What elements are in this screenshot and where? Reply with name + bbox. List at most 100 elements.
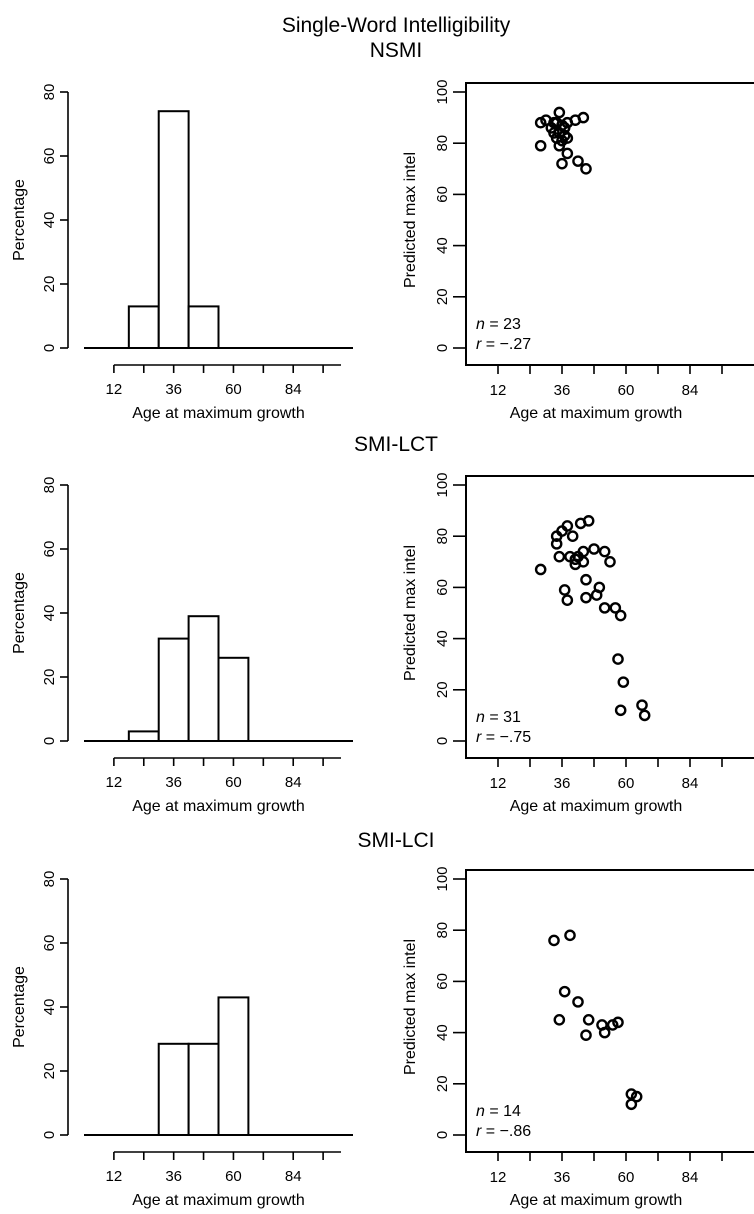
y-tick-label: 80 [434,528,451,545]
y-tick-label: 80 [41,84,58,101]
r-value: = −.27 [481,336,531,353]
scatter-smi-lct: 0 20 40 60 80 100 Predicted max intel 12 36 60 84 A… [402,472,754,815]
x-tick-label: 60 [618,1169,635,1186]
y-tick-label: 40 [434,237,451,254]
scatter-point [582,515,595,527]
y-tick-label: 40 [434,630,451,647]
histogram-smi-lct: 0 20 40 60 80 Percentage 12 36 60 84 Age at maximu… [11,477,353,815]
scatter-point [561,147,574,160]
y-axis-label: Predicted max intel [402,545,419,681]
scatter-point [534,563,547,576]
group-label-smi-lci: SMI-LCI [357,829,434,852]
r-symbol: r [476,729,482,746]
x-axis-label: Age at maximum growth [510,1192,683,1209]
x-tick-label: 60 [618,775,635,792]
y-axis-label: Percentage [11,966,28,1048]
x-tick-label: 36 [165,381,182,398]
scatter-point [577,545,590,558]
scatter-point [598,602,611,614]
y-tick-label: 0 [41,1131,58,1139]
x-tick-label: 36 [554,1169,571,1186]
scatter-point [612,653,624,665]
histogram-bar [187,615,220,743]
x-tick-label: 84 [285,1168,302,1185]
figure-title: Single-Word Intelligibility [282,14,511,37]
histogram-bar [157,1042,190,1137]
y-tick-label: 60 [434,973,451,990]
scatter-point [604,556,616,568]
histogram-bar [127,730,160,743]
y-axis-label: Predicted max intel [402,939,419,1075]
y-tick-label: 0 [41,737,58,745]
histogram-bar [157,637,190,742]
scatter-point [556,157,568,170]
y-tick-label: 80 [434,922,451,939]
panels: 0 20 40 60 80 Percentage 12 36 60 84 Age at maximu… [11,79,754,1209]
n-value: = 14 [485,1103,521,1120]
scatter-point [534,139,547,152]
scatter-point [561,520,574,532]
scatter-point [558,985,571,998]
x-tick-label: 36 [165,774,182,791]
y-tick-label: 20 [41,276,58,293]
scatter-point [558,584,571,596]
y-tick-label: 100 [434,866,451,891]
n-symbol: n [476,1103,485,1120]
group-label-smi-lct: SMI-LCT [354,433,438,456]
scatter-point [550,538,563,550]
histogram-nsmi: 0 20 40 60 80 Percentage 12 36 60 84 Age at maximu… [11,84,353,422]
n-annotation: n = 23 [476,316,521,333]
x-tick-label: 36 [165,1168,182,1185]
y-tick-label: 0 [434,344,451,352]
r-value: = −.86 [481,1123,531,1140]
r-annotation: r = −.86 [476,1123,531,1140]
y-tick-label: 20 [41,669,58,686]
y-tick-label: 80 [434,135,451,152]
y-tick-label: 0 [41,344,58,352]
scatter-point [598,1026,611,1039]
y-tick-label: 40 [41,605,58,622]
y-tick-label: 100 [434,472,451,497]
histogram-bar [157,110,190,349]
scatter-point [561,594,574,607]
x-tick-label: 12 [106,1168,123,1185]
scatter-point [614,704,627,717]
scatter-point [553,550,566,563]
x-tick-label: 12 [106,774,123,791]
y-tick-label: 60 [434,186,451,203]
scatter-point [617,676,630,688]
x-tick-label: 60 [225,381,242,398]
r-symbol: r [476,336,482,353]
y-tick-label: 20 [434,288,451,305]
y-tick-label: 60 [41,935,58,952]
scatter-smi-lci: 0 20 40 60 80 100 Predicted max intel 12 36 60 84 A… [402,866,754,1209]
scatter-point [638,709,651,722]
x-tick-label: 36 [554,382,571,399]
x-axis-label: Age at maximum growth [132,1192,305,1209]
y-axis-label: Percentage [11,572,28,654]
y-tick-label: 20 [434,1075,451,1092]
histogram-bar [217,996,250,1137]
x-tick-label: 12 [490,775,507,792]
n-symbol: n [476,709,485,726]
scatter-point [593,581,606,594]
plot-frame [465,82,754,366]
y-tick-label: 40 [434,1024,451,1041]
scatter-point [577,111,590,124]
y-axis-label: Percentage [11,179,28,261]
y-tick-label: 60 [434,579,451,596]
scatter-point [588,543,600,555]
scatter-point [612,1016,624,1029]
scatter-point [572,155,584,167]
histogram-bar [127,305,160,349]
scatter-point [553,1014,566,1026]
scatter-point [580,591,592,604]
y-tick-label: 60 [41,541,58,558]
y-tick-label: 40 [41,212,58,229]
scatter-point [609,602,622,614]
x-axis-label: Age at maximum growth [510,405,683,422]
n-value: = 31 [485,709,521,726]
histogram-bar [217,656,250,742]
x-tick-label: 12 [490,1169,507,1186]
